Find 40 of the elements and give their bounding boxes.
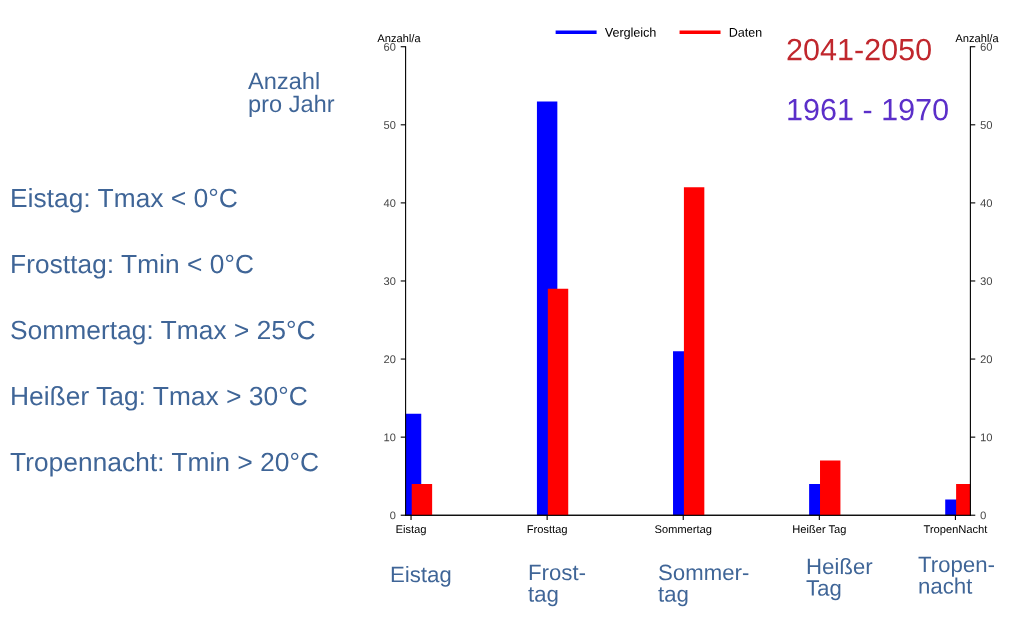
y-tick-label: 40 xyxy=(383,199,396,208)
text: Heißer Tag: Tmax > 30°C xyxy=(12,386,307,411)
x-tick-label: TropenNacht xyxy=(923,524,988,536)
x-tick-label: Sommertag xyxy=(655,525,712,536)
y2-tick-label: 20 xyxy=(980,355,993,364)
bar xyxy=(547,288,569,516)
text: Anzahl pro Jahr xyxy=(248,72,335,117)
y-tick-label: 50 xyxy=(383,121,396,129)
bar xyxy=(820,460,841,516)
text: Frost- tag xyxy=(528,564,586,607)
annotation: 1961 - 1970 xyxy=(788,98,948,121)
y2-tick-label: 50 xyxy=(980,121,993,129)
y2-tick-label: 40 xyxy=(980,199,993,208)
y-tick-label: 30 xyxy=(383,277,396,286)
y2-tick-label: 0 xyxy=(980,511,986,520)
y2-tick-label: 30 xyxy=(980,277,993,286)
bar xyxy=(411,483,433,516)
text: Heißer Tag xyxy=(806,558,873,601)
legend-label: Daten xyxy=(729,28,762,37)
text: Eistag: Tmax < 0°C xyxy=(12,188,237,213)
text: Eistag xyxy=(391,566,451,587)
y-tick-label: 0 xyxy=(390,511,396,520)
y-axis-title: Anzahl/a xyxy=(377,34,421,43)
legend-label: Vergleich xyxy=(604,27,656,40)
y2-axis-title: Anzahl/a xyxy=(955,34,999,43)
text: Tropen- nacht xyxy=(918,556,994,594)
x-tick-label: Frosttag xyxy=(527,525,567,536)
y-tick-label: 10 xyxy=(384,433,396,442)
y2-tick-label: 60 xyxy=(980,42,993,51)
text: Sommer- tag xyxy=(658,564,749,607)
y-tick-label: 20 xyxy=(384,355,396,364)
y-tick-label: 60 xyxy=(384,42,396,51)
y2-tick-label: 10 xyxy=(980,433,993,442)
annotation: 2041-2050 xyxy=(787,38,931,61)
x-tick-label: Heißer Tag xyxy=(793,524,846,536)
x-tick-label: Eistag xyxy=(396,524,426,536)
bar xyxy=(683,187,705,516)
text: Sommertag: Tmax > 25°C xyxy=(11,320,315,345)
text: Frosttag: Tmin < 0°C xyxy=(12,254,253,279)
text: Tropennacht: Tmin > 20°C xyxy=(10,452,319,477)
